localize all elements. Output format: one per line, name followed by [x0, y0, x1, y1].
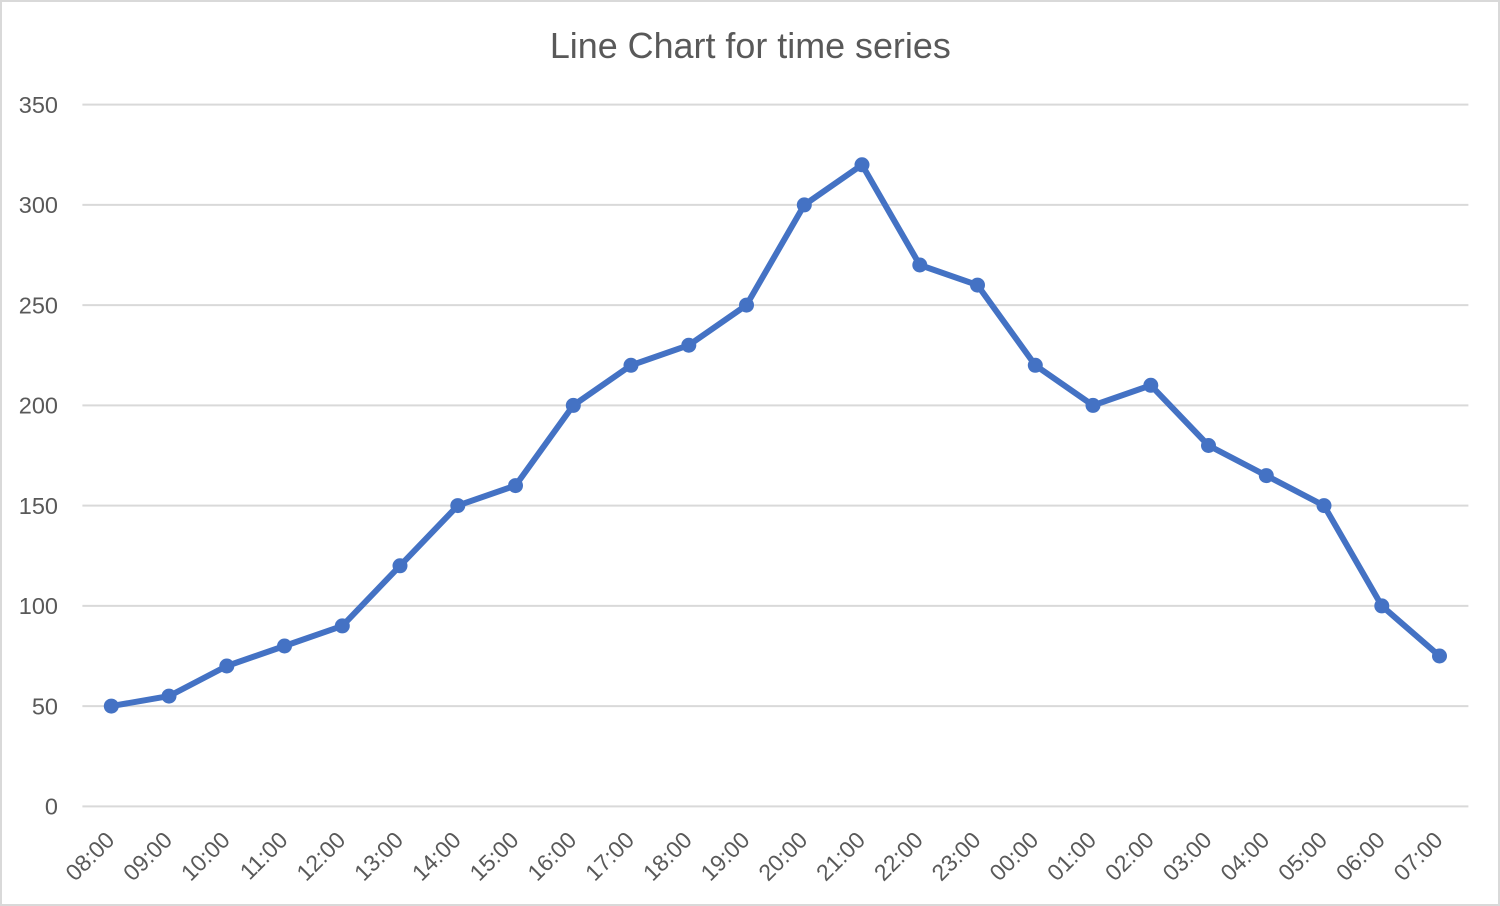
- svg-text:50: 50: [32, 693, 58, 719]
- svg-text:0: 0: [45, 794, 58, 820]
- svg-text:150: 150: [19, 493, 58, 519]
- svg-text:250: 250: [19, 292, 58, 318]
- svg-text:200: 200: [19, 393, 58, 419]
- svg-text:100: 100: [19, 593, 58, 619]
- svg-text:Line Chart for time series: Line Chart for time series: [550, 26, 951, 66]
- svg-text:300: 300: [19, 192, 58, 218]
- svg-text:350: 350: [19, 92, 58, 118]
